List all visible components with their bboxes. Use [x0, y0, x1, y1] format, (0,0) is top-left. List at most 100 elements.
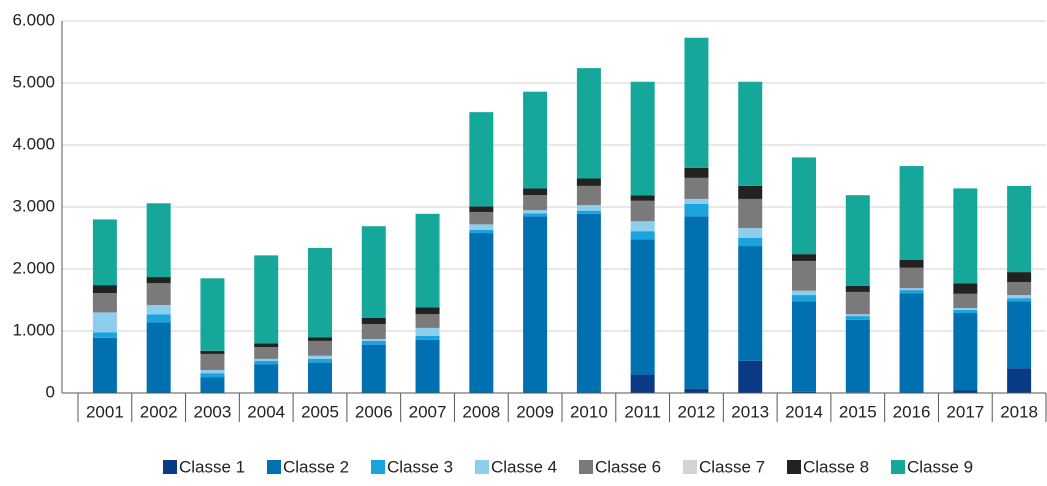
bar-segment	[92, 312, 117, 333]
bar-segment	[576, 205, 601, 211]
x-tick-label: 2009	[516, 402, 554, 421]
bar-segment	[738, 360, 763, 393]
x-tick-label: 2017	[946, 402, 984, 421]
bar-segment	[200, 278, 225, 351]
bar-segment	[1007, 301, 1032, 369]
bar-segment	[792, 254, 816, 261]
bar-segment	[738, 238, 763, 247]
bar-segment	[523, 216, 548, 393]
bar-segment	[92, 219, 117, 286]
bar-segment	[630, 81, 655, 196]
bar-segment	[92, 285, 117, 294]
x-tick-label: 2011	[624, 402, 661, 421]
bar-segment	[576, 178, 601, 186]
bar-segment	[899, 288, 924, 291]
bar-segment	[361, 226, 386, 318]
bar-segment	[523, 188, 548, 196]
bar-segment	[146, 283, 171, 305]
bar-segment	[308, 355, 332, 359]
bar-segment	[361, 340, 386, 345]
bar-segment	[415, 335, 440, 340]
bar-segment	[469, 112, 494, 207]
x-tick-label: 2001	[86, 402, 124, 421]
bar-segment	[146, 322, 171, 393]
legend-swatch	[267, 460, 281, 474]
legend-swatch	[579, 460, 593, 474]
bar-segment	[1007, 368, 1032, 393]
bar-segment	[361, 317, 386, 325]
bar-segment	[308, 362, 332, 393]
bar-segment	[684, 177, 709, 199]
bar-segment	[738, 198, 763, 229]
x-tick-label: 2002	[140, 402, 178, 421]
bar-segment	[845, 316, 870, 320]
y-tick-label: 3.000	[12, 196, 55, 215]
bar-segment	[92, 332, 117, 338]
bar-segment	[738, 185, 763, 199]
bar-segment	[953, 309, 978, 314]
bar-segment	[146, 314, 171, 323]
legend-swatch	[371, 460, 385, 474]
bar-segment	[630, 231, 655, 240]
bar-segment	[469, 211, 494, 225]
x-tick-label: 2015	[839, 402, 877, 421]
x-tick-label: 2008	[462, 402, 500, 421]
bar-segment	[200, 373, 225, 378]
legend-label: Classe 3	[387, 457, 453, 476]
bar-segment	[953, 293, 978, 309]
bar-segment	[254, 358, 279, 361]
bar-segment	[845, 319, 870, 393]
y-tick-label: 1.000	[12, 320, 55, 339]
legend-label: Classe 6	[595, 457, 661, 476]
bar-segment	[630, 239, 655, 375]
legend-swatch	[787, 460, 801, 474]
x-tick-label: 2006	[355, 402, 393, 421]
bar-segment	[200, 377, 225, 393]
bar-segment	[254, 360, 279, 365]
bar-segment	[899, 259, 924, 268]
bar-segment	[308, 340, 332, 356]
bar-segment	[953, 308, 978, 310]
legend-swatch	[475, 460, 489, 474]
bar-segment	[953, 313, 978, 391]
bar-segment	[308, 358, 332, 363]
bar-segment	[738, 246, 763, 361]
bar-segment	[523, 210, 548, 214]
legend-label: Classe 2	[283, 457, 349, 476]
legend-swatch	[163, 460, 177, 474]
x-tick-label: 2013	[731, 402, 769, 421]
legend-label: Classe 8	[803, 457, 869, 476]
bar-segment	[146, 203, 171, 278]
y-tick-label: 2.000	[12, 258, 55, 277]
bar-segment	[738, 228, 763, 238]
x-tick-label: 2005	[301, 402, 339, 421]
bar-segment	[200, 370, 225, 374]
bar-segment	[254, 343, 279, 348]
bar-segment	[308, 337, 332, 341]
bar-segment	[308, 247, 332, 338]
bar-segment	[684, 203, 709, 217]
bar-segment	[361, 344, 386, 393]
bar-segment	[254, 255, 279, 344]
bar-segment	[415, 213, 440, 308]
x-tick-label: 2014	[785, 402, 823, 421]
bar-segment	[576, 68, 601, 179]
x-tick-label: 2016	[893, 402, 931, 421]
bar-segment	[200, 353, 225, 371]
bar-segment	[899, 166, 924, 260]
bar-segment	[792, 391, 816, 393]
bar-segment	[523, 213, 548, 217]
y-tick-label: 5.000	[12, 72, 55, 91]
bar-segment	[576, 213, 601, 393]
bar-segment	[845, 291, 870, 315]
x-tick-label: 2012	[678, 402, 716, 421]
bar-segment	[684, 167, 709, 178]
bar-segment	[576, 185, 601, 206]
bar-segment	[684, 198, 709, 204]
bar-segment	[361, 339, 386, 341]
x-tick-label: 2003	[194, 402, 232, 421]
bar-segment	[792, 295, 816, 302]
y-tick-label: 0	[46, 382, 55, 401]
bar-segment	[1007, 272, 1032, 283]
